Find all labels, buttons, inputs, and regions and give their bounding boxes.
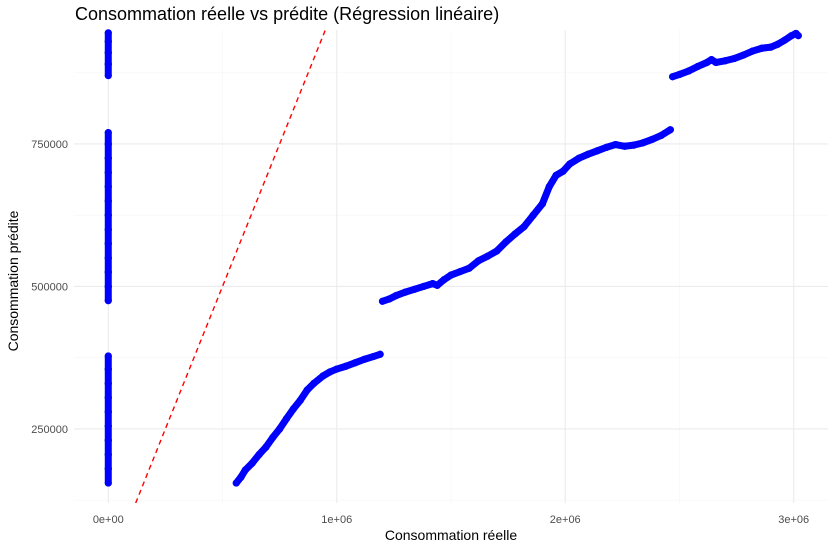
data-point-band [657,126,674,139]
x-axis-title: Consommation réelle [385,527,517,543]
y-tick-label: 250000 [31,424,68,436]
data-point-band [369,350,384,361]
grid [74,30,828,503]
chart-title: Consommation réelle vs prédite (Régressi… [75,4,499,24]
y-axis-title: Consommation prédite [5,210,21,351]
x-axis-ticks: 0e+00 1e+06 2e+06 3e+06 [93,514,809,526]
y-axis-ticks: 250000 500000 750000 [31,139,68,436]
x-tick-label: 3e+06 [778,514,809,526]
data-point-band [792,29,802,40]
y-tick-label: 750000 [31,139,68,151]
x-tick-label: 1e+06 [321,514,352,526]
x-tick-label: 2e+06 [550,514,581,526]
scatter-points [104,29,802,487]
x-tick-label: 0e+00 [93,514,124,526]
reference-line-layer [135,29,326,504]
identity-reference-line [135,29,326,504]
y-tick-label: 500000 [31,281,68,293]
